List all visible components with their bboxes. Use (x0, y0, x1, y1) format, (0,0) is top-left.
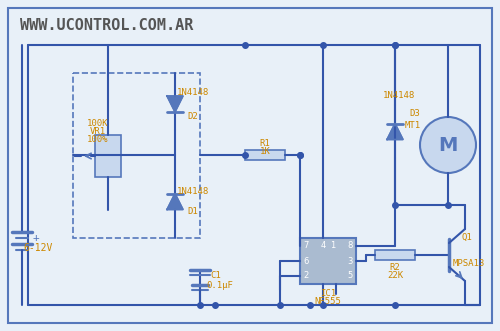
Text: 2: 2 (303, 271, 308, 280)
Text: 6-12V: 6-12V (24, 243, 52, 253)
Text: MT1: MT1 (405, 120, 421, 129)
Text: Q1: Q1 (462, 232, 472, 242)
Polygon shape (387, 123, 403, 139)
Text: VR1: VR1 (90, 126, 106, 135)
Text: 5: 5 (348, 271, 353, 280)
Text: D1: D1 (188, 207, 198, 216)
Text: D3: D3 (410, 109, 420, 118)
Text: 1K: 1K (260, 147, 270, 156)
Bar (73, 73, 200, 238)
Text: 100K: 100K (88, 118, 109, 127)
Text: +: + (32, 233, 40, 243)
Text: 4: 4 (320, 242, 326, 251)
Text: R1: R1 (260, 138, 270, 148)
Text: 3: 3 (348, 257, 353, 265)
Text: MPSA13: MPSA13 (453, 259, 485, 267)
Text: 7: 7 (303, 242, 308, 251)
Text: WWW.UCONTROL.COM.AR: WWW.UCONTROL.COM.AR (20, 18, 194, 32)
Text: 1N4148: 1N4148 (383, 90, 415, 100)
Bar (95, 135, 121, 177)
Text: C1: C1 (210, 270, 222, 279)
Text: 1N4148: 1N4148 (177, 87, 209, 97)
Text: D2: D2 (188, 112, 198, 120)
Bar (300, 238, 356, 284)
Text: 1N4148: 1N4148 (177, 187, 209, 196)
Text: 6: 6 (303, 257, 308, 265)
Bar (245, 150, 285, 160)
Polygon shape (167, 194, 183, 210)
Circle shape (420, 117, 476, 173)
Text: R2: R2 (390, 262, 400, 271)
Text: 0.1μF: 0.1μF (206, 280, 234, 290)
Text: M: M (438, 135, 458, 155)
Text: 8: 8 (348, 242, 353, 251)
Text: IC1: IC1 (320, 290, 336, 299)
Text: 22K: 22K (387, 270, 403, 279)
Text: NE555: NE555 (314, 298, 342, 307)
Bar (375, 250, 415, 260)
Text: 100%: 100% (88, 134, 109, 144)
Text: 1: 1 (330, 242, 336, 251)
Polygon shape (167, 96, 183, 112)
